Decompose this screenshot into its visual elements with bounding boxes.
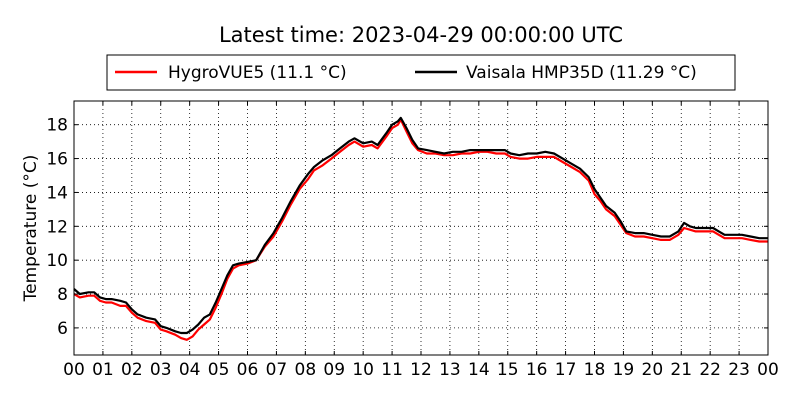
legend-label-hygrovue5: HygroVUE5 (11.1 °C) xyxy=(168,63,347,83)
x-tick-label: 16 xyxy=(526,360,548,380)
x-tick-label: 08 xyxy=(295,360,317,380)
legend: HygroVUE5 (11.1 °C) Vaisala HMP35D (11.2… xyxy=(106,54,736,91)
x-tick-label: 01 xyxy=(92,360,114,380)
x-tick-label: 12 xyxy=(410,360,432,380)
y-tick-label: 18 xyxy=(46,116,68,136)
y-tick-label: 12 xyxy=(46,217,68,237)
x-tick-label: 18 xyxy=(584,360,606,380)
y-tick-label: 14 xyxy=(46,183,68,203)
x-tick-label: 05 xyxy=(208,360,230,380)
x-tick-label: 09 xyxy=(323,360,345,380)
gridlines xyxy=(74,101,768,355)
x-tick-label: 06 xyxy=(237,360,259,380)
x-tick-label: 10 xyxy=(352,360,374,380)
x-tick-label: 22 xyxy=(699,360,721,380)
y-tick-label: 8 xyxy=(57,285,68,305)
y-axis-label: Temperature (°C) xyxy=(21,155,41,303)
x-tick-label: 19 xyxy=(613,360,635,380)
x-tick-label: 00 xyxy=(63,360,85,380)
x-tick-label: 00 xyxy=(757,360,779,380)
legend-label-vaisala: Vaisala HMP35D (11.29 °C) xyxy=(466,63,697,83)
x-tick-label: 17 xyxy=(555,360,577,380)
x-axis-ticks: 00 01 02 03 04 05 06 07 08 09 10 11 12 13 14 15 16 17 18 19… xyxy=(63,101,779,380)
x-tick-label: 21 xyxy=(670,360,692,380)
x-tick-label: 23 xyxy=(728,360,750,380)
x-tick-label: 13 xyxy=(439,360,461,380)
x-tick-label: 03 xyxy=(150,360,172,380)
x-tick-label: 11 xyxy=(381,360,403,380)
x-tick-label: 20 xyxy=(642,360,664,380)
plot-frame xyxy=(73,100,769,356)
series-lines xyxy=(73,116,768,341)
chart-title: Latest time: 2023-04-29 00:00:00 UTC xyxy=(219,23,623,47)
y-axis-ticks: 6 8 10 12 14 16 18 xyxy=(46,116,768,339)
series-line-vaisala xyxy=(73,116,768,335)
x-tick-label: 14 xyxy=(468,360,490,380)
y-tick-label: 16 xyxy=(46,150,68,170)
x-tick-label: 04 xyxy=(179,360,201,380)
x-tick-label: 15 xyxy=(497,360,519,380)
y-tick-label: 6 xyxy=(57,319,68,339)
y-tick-label: 10 xyxy=(46,251,68,271)
x-tick-label: 02 xyxy=(121,360,143,380)
x-tick-label: 07 xyxy=(266,360,288,380)
